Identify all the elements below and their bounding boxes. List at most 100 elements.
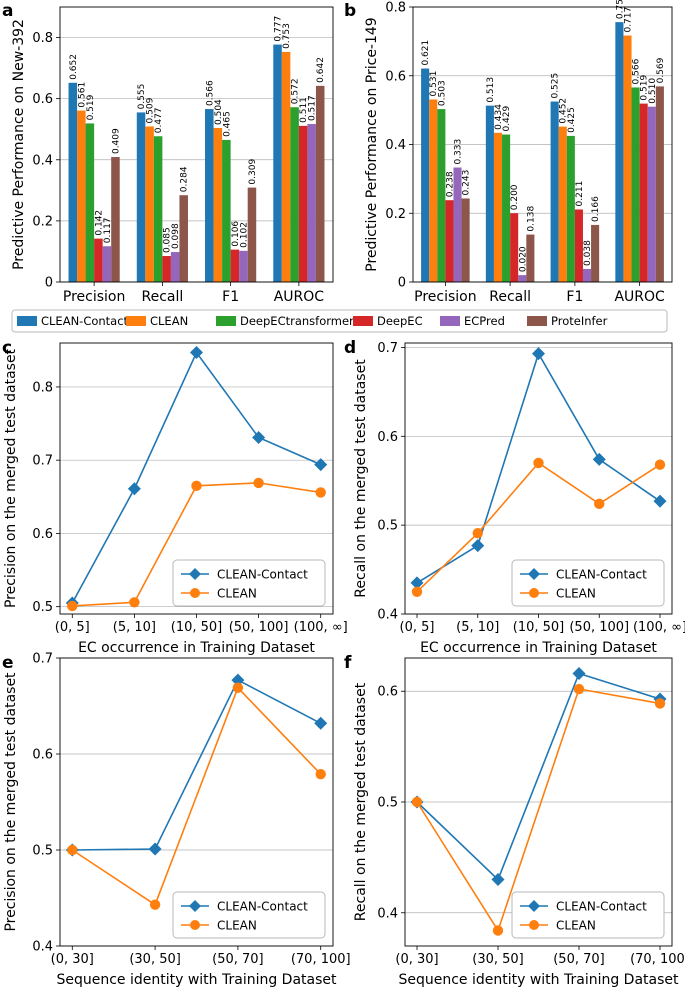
x-axis-label: Sequence identity with Training Dataset xyxy=(398,972,679,988)
bar-value-label: 0.098 xyxy=(171,223,181,249)
data-point-diamond xyxy=(231,673,245,687)
y-tick-label: 0.8 xyxy=(32,31,53,46)
legend-label: CLEAN xyxy=(217,919,257,933)
bar xyxy=(298,125,308,282)
y-axis-label: Precision on the merged test dataset xyxy=(3,348,19,608)
legend-label: CLEAN-Contact xyxy=(217,568,308,582)
bar xyxy=(615,22,624,282)
panel-label-b: b xyxy=(344,1,356,21)
bar-value-label: 0.504 xyxy=(214,99,224,125)
bar-value-label: 0.569 xyxy=(656,57,666,83)
x-tick-label: (0, 30] xyxy=(395,952,438,967)
bar-value-label: 0.243 xyxy=(462,170,472,196)
axes-frame xyxy=(404,342,673,615)
bar xyxy=(518,275,527,282)
axes-frame xyxy=(412,6,673,283)
bar xyxy=(290,107,299,282)
data-point-circle xyxy=(149,899,161,910)
bar-value-label: 0.717 xyxy=(623,7,633,33)
bar-value-label: 0.434 xyxy=(494,104,504,130)
bar xyxy=(461,198,470,282)
y-axis-label: Predictive Performance on Price-149 xyxy=(364,17,380,271)
y-tick-label: 0.4 xyxy=(32,940,53,955)
legend-label: DeepECtransformer xyxy=(240,314,354,328)
series-line xyxy=(71,686,322,906)
legend-label: ProteInfer xyxy=(551,314,608,328)
bar-value-label: 0.621 xyxy=(421,40,431,66)
legend-label: CLEAN xyxy=(217,587,257,601)
x-tick-label: (0, 5] xyxy=(55,620,90,635)
x-tick-label: (50, 70] xyxy=(212,952,264,967)
x-tick-label: (30, 50] xyxy=(472,952,524,967)
legend-label: ECPred xyxy=(464,314,505,328)
legend-marker-circle xyxy=(529,588,539,598)
data-point-circle xyxy=(411,586,423,597)
bar-value-label: 0.513 xyxy=(486,77,496,103)
y-axis-label: Recall on the merged test dataset xyxy=(353,682,369,921)
panel-label-c: c xyxy=(2,338,12,358)
legend-marker-circle xyxy=(529,920,539,930)
y-tick-label: 0.6 xyxy=(32,748,53,763)
bar-value-label: 0.509 xyxy=(146,97,156,123)
panel-label-f: f xyxy=(344,653,352,673)
line-chart-recall-ec-occurrence: 0.4 0.5 0.6 0.7 (0, 5] (5, 10] (10, 50] (50, 10… xyxy=(353,341,685,656)
bar-value-label: 0.756 xyxy=(615,0,625,19)
series-line xyxy=(72,678,322,851)
x-tick-label: (5, 10] xyxy=(456,620,499,635)
bar-value-label: 0.511 xyxy=(299,97,309,123)
line-chart-legend: CLEAN-Contact CLEAN xyxy=(172,891,326,939)
data-point-circle xyxy=(472,527,483,539)
bar xyxy=(421,68,430,282)
legend-marker-circle xyxy=(190,588,200,598)
bar-value-label: 0.211 xyxy=(575,181,585,207)
legend-frame xyxy=(511,891,665,939)
data-point-circle xyxy=(67,600,78,612)
data-point-circle xyxy=(654,698,666,709)
bar xyxy=(205,109,214,282)
bar xyxy=(582,268,592,282)
bar-value-label: 0.284 xyxy=(180,166,190,192)
data-point-diamond xyxy=(653,494,667,508)
data-point-diamond xyxy=(532,347,545,361)
y-tick-label: 0.5 xyxy=(32,600,53,615)
bar xyxy=(77,110,86,282)
bar xyxy=(239,250,248,282)
data-point-diamond xyxy=(491,873,505,887)
bar xyxy=(550,101,559,282)
bar xyxy=(485,105,494,282)
bar xyxy=(623,35,632,282)
x-tick-label: AUROC xyxy=(274,289,325,305)
bar-value-label: 0.572 xyxy=(291,78,301,104)
y-tick-label: 0.5 xyxy=(377,519,398,534)
x-axis-label: EC occurrence in Training Dataset xyxy=(78,640,315,656)
data-point-circle xyxy=(315,487,326,498)
legend-label: CLEAN-Contact xyxy=(41,314,129,328)
axes-frame xyxy=(59,342,334,615)
x-tick-label: (70, 100] xyxy=(291,952,351,967)
bar xyxy=(453,167,462,282)
bar xyxy=(558,126,567,282)
y-axis-label: Precision on the merged test dataset xyxy=(3,672,19,932)
bar xyxy=(281,51,291,282)
bar-value-label: 0.200 xyxy=(510,184,520,210)
y-tick-label: 0.4 xyxy=(385,138,406,153)
bar-value-label: 0.117 xyxy=(103,217,113,243)
data-point-diamond xyxy=(314,458,328,472)
line-chart-precision-ec-occurrence: 0.5 0.6 0.7 0.8 (0, 5] (5, 10] (10, 50] (50, 10… xyxy=(3,342,348,656)
bar xyxy=(85,123,95,283)
bar xyxy=(639,103,648,282)
legend-swatch xyxy=(17,316,37,326)
bar xyxy=(526,234,535,282)
bar xyxy=(136,112,146,283)
legend-marker-circle xyxy=(190,920,200,930)
bar-value-label: 0.333 xyxy=(454,139,464,165)
bar-value-label: 0.777 xyxy=(274,16,284,42)
y-tick-label: 0.8 xyxy=(385,1,406,16)
y-tick-label: 0 xyxy=(45,276,53,291)
series-line xyxy=(416,672,661,881)
bar-value-label: 0.566 xyxy=(205,80,215,106)
y-tick-label: 0.5 xyxy=(377,796,398,811)
x-tick-label: (100, ∞] xyxy=(294,620,348,635)
